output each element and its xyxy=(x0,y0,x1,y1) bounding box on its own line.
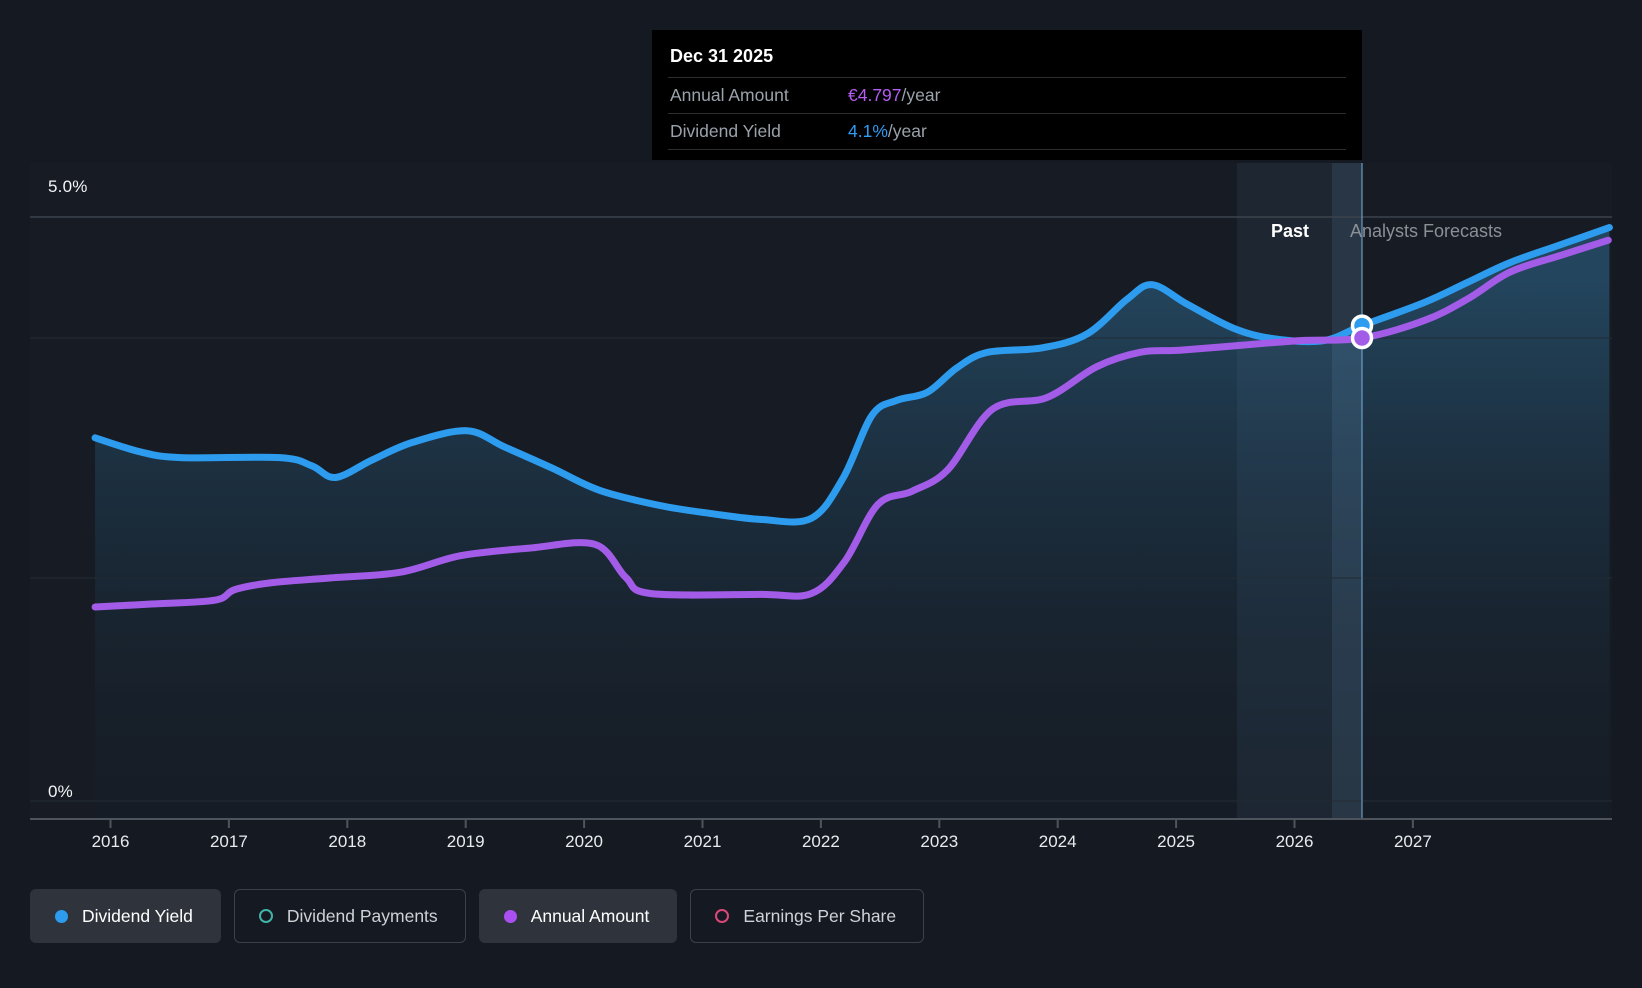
legend-label: Dividend Yield xyxy=(82,905,193,926)
forecast-region-label: Analysts Forecasts xyxy=(1350,221,1503,241)
x-tick-label: 2020 xyxy=(565,832,604,851)
tooltip-value-suffix: /year xyxy=(901,85,941,105)
y-axis-label-top: 5.0% xyxy=(48,177,88,196)
x-tick-label: 2018 xyxy=(328,832,367,851)
earnings-per-share-ring-icon xyxy=(715,909,730,923)
tooltip-value: 4.1% xyxy=(848,121,888,141)
tooltip-label: Annual Amount xyxy=(670,85,789,105)
annual-amount-dot-icon xyxy=(503,909,517,923)
tooltip-row-annual-amount: Annual Amount €4.797/year xyxy=(668,77,1346,113)
tooltip-row-dividend-yield: Dividend Yield 4.1%/year xyxy=(668,113,1346,150)
legend-button-dividend-payments[interactable]: Dividend Payments xyxy=(233,889,466,943)
x-tick-label: 2027 xyxy=(1393,832,1432,851)
x-tick-label: 2022 xyxy=(801,832,840,851)
hover-tooltip: Dec 31 2025 Annual Amount €4.797/year Di… xyxy=(652,30,1362,160)
legend-label: Dividend Payments xyxy=(286,905,438,926)
x-tick-label: 2016 xyxy=(91,832,130,851)
x-tick-label: 2024 xyxy=(1038,832,1077,851)
x-tick-label: 2026 xyxy=(1275,832,1314,851)
legend-button-earnings-per-share[interactable]: Earnings Per Share xyxy=(690,889,925,943)
legend-button-dividend-yield[interactable]: Dividend Yield xyxy=(30,889,221,943)
x-tick-label: 2021 xyxy=(683,832,722,851)
x-tick-label: 2023 xyxy=(920,832,959,851)
legend-label: Annual Amount xyxy=(530,905,650,926)
dividend-payments-ring-icon xyxy=(258,909,273,923)
chart-hover-area[interactable] xyxy=(30,163,1612,818)
x-tick-label: 2019 xyxy=(446,832,485,851)
tooltip-value-suffix: /year xyxy=(887,121,927,141)
dividend-yield-dot-icon xyxy=(55,909,68,923)
legend-label: Earnings Per Share xyxy=(743,905,897,926)
tooltip-value: €4.797 xyxy=(848,85,902,105)
tooltip-label: Dividend Yield xyxy=(670,121,781,141)
legend-button-annual-amount[interactable]: Annual Amount xyxy=(478,889,678,943)
y-axis-label-bottom: 0% xyxy=(48,782,73,801)
tooltip-date: Dec 31 2025 xyxy=(670,46,774,66)
x-tick-label: 2017 xyxy=(209,832,248,851)
past-region-label: Past xyxy=(1271,221,1310,241)
x-tick-label: 2025 xyxy=(1157,832,1196,851)
legend: Dividend Yield Dividend Payments Annual … xyxy=(30,889,925,943)
